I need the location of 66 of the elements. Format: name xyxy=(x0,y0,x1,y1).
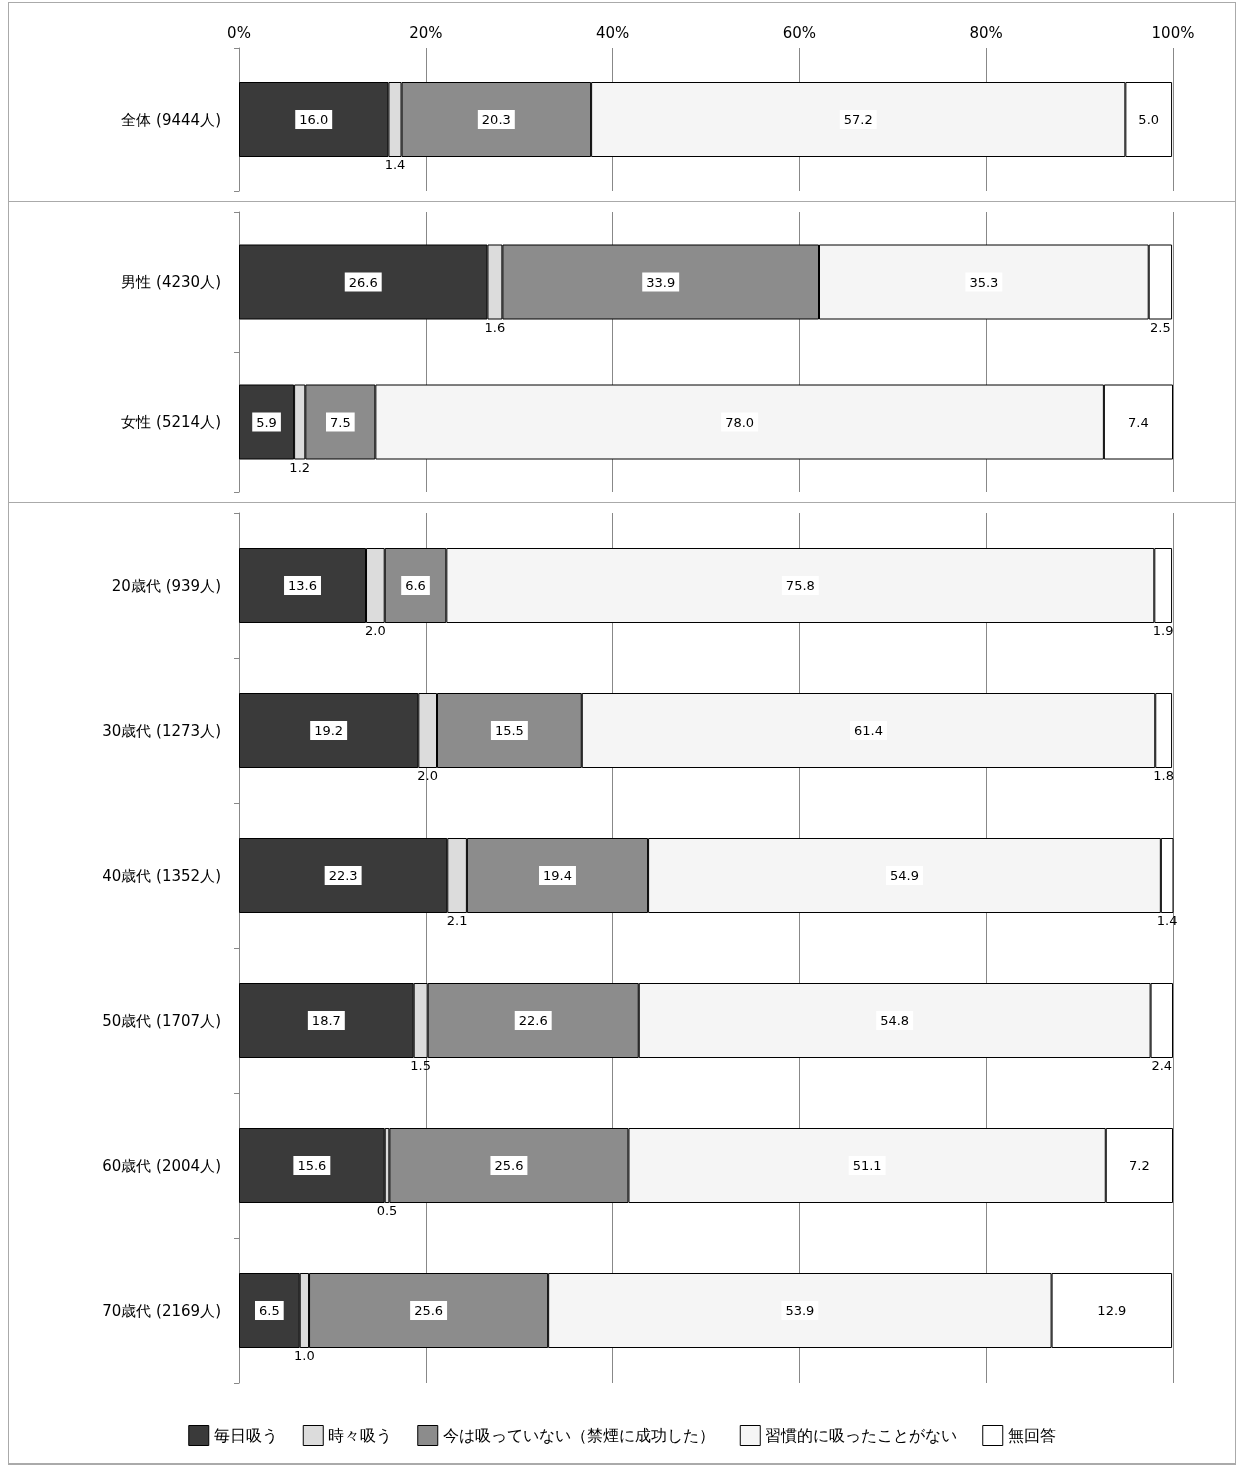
data-label: 25.6 xyxy=(494,1158,524,1173)
data-label: 0.5 xyxy=(376,1203,398,1218)
data-label: 19.2 xyxy=(314,723,344,738)
legend-label: 無回答 xyxy=(1007,1426,1056,1445)
data-label: 1.6 xyxy=(484,319,506,335)
data-label: 53.9 xyxy=(785,1303,815,1318)
data-label: 7.4 xyxy=(1128,414,1149,430)
data-label: 6.6 xyxy=(405,578,426,593)
data-label: 1.9 xyxy=(1152,623,1174,638)
data-label: 1.2 xyxy=(289,459,311,475)
data-label: 61.4 xyxy=(854,723,883,738)
data-label: 19.4 xyxy=(543,868,572,883)
data-label: 2.4 xyxy=(1151,1058,1173,1073)
data-label: 16.0 xyxy=(299,112,329,127)
data-label: 18.7 xyxy=(311,1013,341,1028)
data-label: 1.0 xyxy=(294,1348,315,1363)
data-label: 1.4 xyxy=(384,157,406,172)
data-label: 22.3 xyxy=(328,868,358,883)
data-label: 33.9 xyxy=(646,274,676,290)
data-label: 6.5 xyxy=(259,1303,280,1318)
data-label: 78.0 xyxy=(725,414,755,430)
data-label: 5.9 xyxy=(256,414,277,430)
data-label: 20.3 xyxy=(481,112,511,127)
data-label: 12.9 xyxy=(1097,1303,1127,1318)
legend-label: 毎日吸う xyxy=(213,1426,278,1445)
data-label: 57.2 xyxy=(843,112,873,127)
data-label: 2.5 xyxy=(1150,319,1171,335)
x-tick-label: 20% xyxy=(409,23,443,42)
data-label: 15.6 xyxy=(297,1158,327,1173)
y-tick-label: 30歳代 (1273人) xyxy=(102,721,221,740)
x-tick-label: 60% xyxy=(782,23,817,42)
data-label: 1.5 xyxy=(410,1058,432,1073)
data-label: 22.6 xyxy=(518,1013,548,1028)
legend-label: 今は吸っていない（禁煙に成功した） xyxy=(442,1426,715,1445)
data-label: 2.0 xyxy=(365,623,386,638)
x-tick-label: 80% xyxy=(969,23,1003,42)
y-tick-label: 20歳代 (939人) xyxy=(111,576,221,595)
x-tick-label: 40% xyxy=(595,23,630,42)
x-tick-label: 0% xyxy=(227,23,251,42)
bar xyxy=(239,1128,385,1203)
data-label: 26.6 xyxy=(348,274,378,290)
y-tick-label: 全体 (9444人) xyxy=(121,110,221,129)
data-label: 1.4 xyxy=(1156,913,1178,928)
x-tick-label: 100% xyxy=(1151,23,1195,42)
y-tick-label: 女性 (5214人) xyxy=(121,413,221,431)
data-label: 13.6 xyxy=(288,578,317,593)
data-label: 7.5 xyxy=(330,414,351,430)
data-label: 35.3 xyxy=(969,274,999,290)
data-label: 2.0 xyxy=(417,768,439,783)
data-label: 25.6 xyxy=(414,1303,444,1318)
data-label: 2.1 xyxy=(446,913,468,928)
data-label: 54.8 xyxy=(880,1013,910,1028)
data-label: 75.8 xyxy=(785,578,815,593)
legend-label: 習慣的に吸ったことがない xyxy=(765,1426,958,1445)
data-label: 51.1 xyxy=(852,1158,882,1173)
data-label: 54.9 xyxy=(890,868,919,883)
y-tick-label: 40歳代 (1352人) xyxy=(102,866,221,885)
data-label: 15.5 xyxy=(494,723,524,738)
y-tick-label: 60歳代 (2004人) xyxy=(102,1156,221,1175)
y-tick-label: 50歳代 (1707人) xyxy=(102,1011,221,1030)
data-label: 5.0 xyxy=(1138,112,1160,127)
data-label: 1.8 xyxy=(1153,768,1174,783)
y-tick-label: 70歳代 (2169人) xyxy=(102,1301,221,1320)
y-tick-label: 男性 (4230人) xyxy=(121,273,221,291)
data-label: 7.2 xyxy=(1129,1158,1150,1173)
legend-label: 時々吸う xyxy=(328,1426,393,1445)
